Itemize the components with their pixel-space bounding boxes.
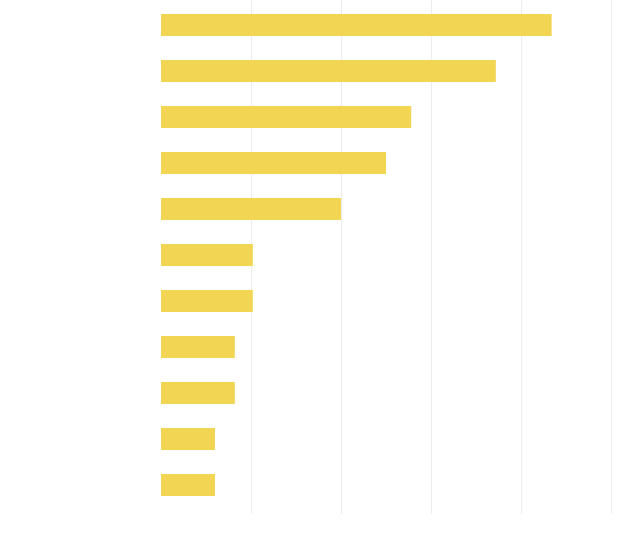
bar-3 (161, 106, 412, 128)
bar-4 (161, 152, 386, 174)
bar-9 (161, 382, 235, 404)
bar-7 (161, 290, 253, 312)
bar-2 (161, 60, 496, 82)
bar-11 (161, 474, 215, 496)
bar-6 (161, 244, 253, 266)
bar-5 (161, 198, 341, 220)
bar-10 (161, 428, 215, 450)
bars-layer (161, 14, 552, 496)
grid-layer (251, 0, 612, 514)
bar-1 (161, 14, 552, 36)
bar-8 (161, 336, 235, 358)
